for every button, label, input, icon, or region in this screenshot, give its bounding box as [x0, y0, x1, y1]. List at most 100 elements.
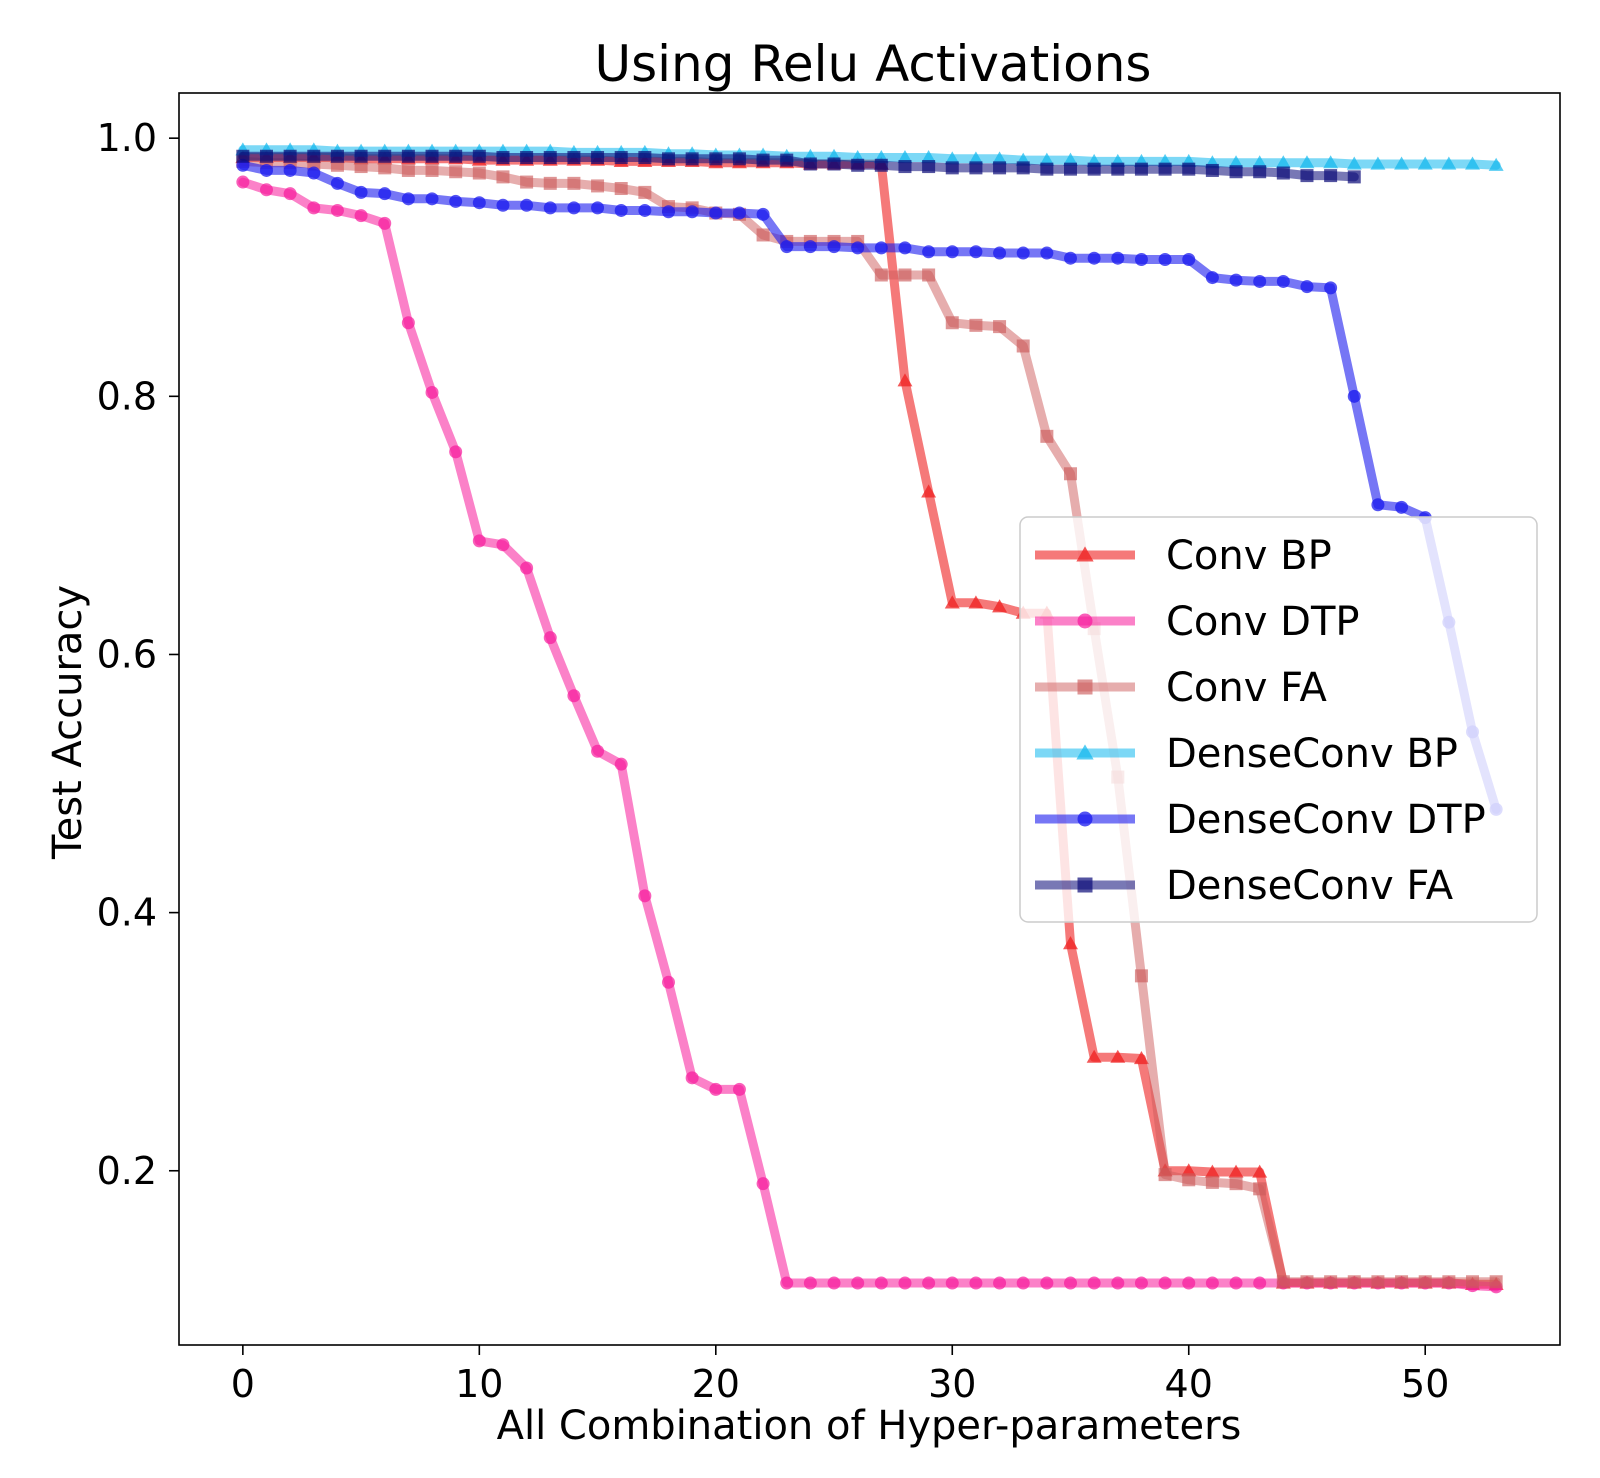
legend-item-denseconv-fa: DenseConv FA: [1035, 863, 1454, 909]
data-point-denseconv-fa: [401, 149, 415, 163]
data-point-denseconv-fa: [236, 149, 250, 163]
data-point-denseconv-dtp: [591, 201, 605, 215]
data-point-conv-dtp: [732, 1082, 746, 1096]
data-point-denseconv-dtp: [993, 246, 1007, 260]
data-point-denseconv-fa: [780, 153, 794, 167]
data-point-denseconv-dtp: [1040, 246, 1054, 260]
data-point-conv-bp: [897, 373, 913, 387]
legend-label: DenseConv BP: [1166, 731, 1458, 777]
data-point-denseconv-dtp: [1253, 274, 1267, 288]
data-point-denseconv-bp: [921, 150, 937, 164]
data-point-conv-dtp: [1182, 1276, 1196, 1290]
data-point-conv-fa: [543, 176, 557, 190]
data-point-conv-dtp: [1040, 1276, 1054, 1290]
data-point-denseconv-dtp: [330, 176, 344, 190]
data-point-conv-dtp: [1229, 1276, 1243, 1290]
y-tick-label: 0.6: [97, 632, 157, 676]
data-point-denseconv-dtp: [307, 166, 321, 180]
data-point-conv-bp: [1110, 1049, 1126, 1063]
data-point-conv-dtp: [1111, 1276, 1125, 1290]
data-point-conv-dtp: [969, 1276, 983, 1290]
data-point-denseconv-dtp: [1371, 498, 1385, 512]
data-point-denseconv-dtp: [1087, 251, 1101, 265]
data-point-denseconv-dtp: [1064, 251, 1078, 265]
data-point-denseconv-bp: [1228, 155, 1244, 169]
data-point-conv-dtp: [874, 1276, 888, 1290]
data-point-denseconv-fa: [993, 161, 1007, 175]
chart-title: Using Relu Activations: [595, 35, 1152, 93]
data-point-conv-dtp: [401, 316, 415, 330]
data-point-conv-bp: [921, 484, 937, 498]
data-point-conv-bp: [1252, 1164, 1268, 1178]
legend-item-denseconv-dtp: DenseConv DTP: [1035, 797, 1486, 843]
data-point-denseconv-dtp: [1276, 274, 1290, 288]
data-point-conv-dtp: [378, 216, 392, 230]
data-point-denseconv-fa: [945, 161, 959, 175]
data-point-denseconv-fa: [1134, 162, 1148, 176]
legend-item-denseconv-bp: DenseConv BP: [1035, 731, 1458, 777]
legend-label: Conv FA: [1166, 665, 1327, 711]
data-point-conv-fa: [638, 185, 652, 199]
data-point-conv-fa: [874, 268, 888, 282]
data-point-conv-fa: [993, 320, 1007, 334]
data-point-conv-bp: [1086, 1049, 1102, 1063]
data-point-conv-dtp: [1134, 1276, 1148, 1290]
data-point-denseconv-fa: [732, 152, 746, 166]
data-point-denseconv-fa: [307, 149, 321, 163]
data-point-denseconv-bp: [1417, 156, 1433, 170]
data-point-conv-bp: [1181, 1163, 1197, 1177]
legend-swatch-marker: [1077, 811, 1093, 827]
legend-label: DenseConv FA: [1166, 863, 1454, 909]
data-point-denseconv-fa: [1087, 162, 1101, 176]
data-point-conv-dtp: [591, 744, 605, 758]
data-point-conv-fa: [1466, 1275, 1480, 1289]
data-point-conv-dtp: [259, 183, 273, 197]
data-point-denseconv-dtp: [732, 206, 746, 220]
y-tick-label: 1.0: [97, 116, 157, 160]
data-point-conv-fa: [1395, 1275, 1409, 1289]
y-tick-label: 0.4: [97, 891, 157, 935]
data-point-denseconv-dtp: [851, 241, 865, 255]
data-point-denseconv-dtp: [543, 201, 557, 215]
legend-label: Conv DTP: [1166, 599, 1360, 645]
data-point-denseconv-dtp: [803, 240, 817, 254]
data-point-denseconv-dtp: [827, 240, 841, 254]
data-point-denseconv-dtp: [1324, 281, 1338, 295]
data-point-denseconv-fa: [330, 149, 344, 163]
data-point-denseconv-dtp: [401, 192, 415, 206]
data-point-conv-dtp: [330, 203, 344, 217]
data-point-conv-dtp: [1158, 1276, 1172, 1290]
x-tick-label: 10: [455, 1362, 503, 1406]
data-point-denseconv-bp: [897, 150, 913, 164]
data-point-denseconv-fa: [969, 161, 983, 175]
data-point-denseconv-fa: [425, 149, 439, 163]
x-tick-label: 30: [928, 1362, 976, 1406]
data-point-denseconv-dtp: [1300, 280, 1314, 294]
data-point-denseconv-dtp: [780, 240, 794, 254]
data-point-conv-bp: [1228, 1164, 1244, 1178]
data-point-conv-bp: [1204, 1164, 1220, 1178]
data-point-conv-fa: [1276, 1275, 1290, 1289]
data-point-denseconv-fa: [1111, 162, 1125, 176]
data-point-denseconv-fa: [661, 152, 675, 166]
data-point-denseconv-dtp: [1158, 253, 1172, 267]
data-point-conv-dtp: [827, 1276, 841, 1290]
legend: Conv BP Conv DTP Conv FA DenseConv BP DenseC…: [1019, 516, 1538, 923]
data-point-conv-bp: [992, 599, 1008, 613]
legend-box: [1019, 516, 1538, 923]
data-point-conv-dtp: [756, 1177, 770, 1191]
data-point-denseconv-fa: [685, 152, 699, 166]
data-point-denseconv-dtp: [259, 163, 273, 177]
data-point-conv-fa: [1229, 1177, 1243, 1191]
data-point-denseconv-dtp: [1111, 251, 1125, 265]
data-point-conv-fa: [401, 163, 415, 177]
data-point-conv-fa: [1418, 1275, 1432, 1289]
legend-label: DenseConv DTP: [1166, 797, 1486, 843]
data-point-denseconv-dtp: [898, 241, 912, 255]
data-point-denseconv-fa: [922, 160, 936, 174]
data-point-denseconv-fa: [259, 149, 273, 163]
data-point-denseconv-dtp: [354, 185, 368, 199]
data-point-conv-dtp: [638, 889, 652, 903]
data-point-conv-dtp: [780, 1276, 794, 1290]
data-point-denseconv-dtp: [756, 207, 770, 221]
